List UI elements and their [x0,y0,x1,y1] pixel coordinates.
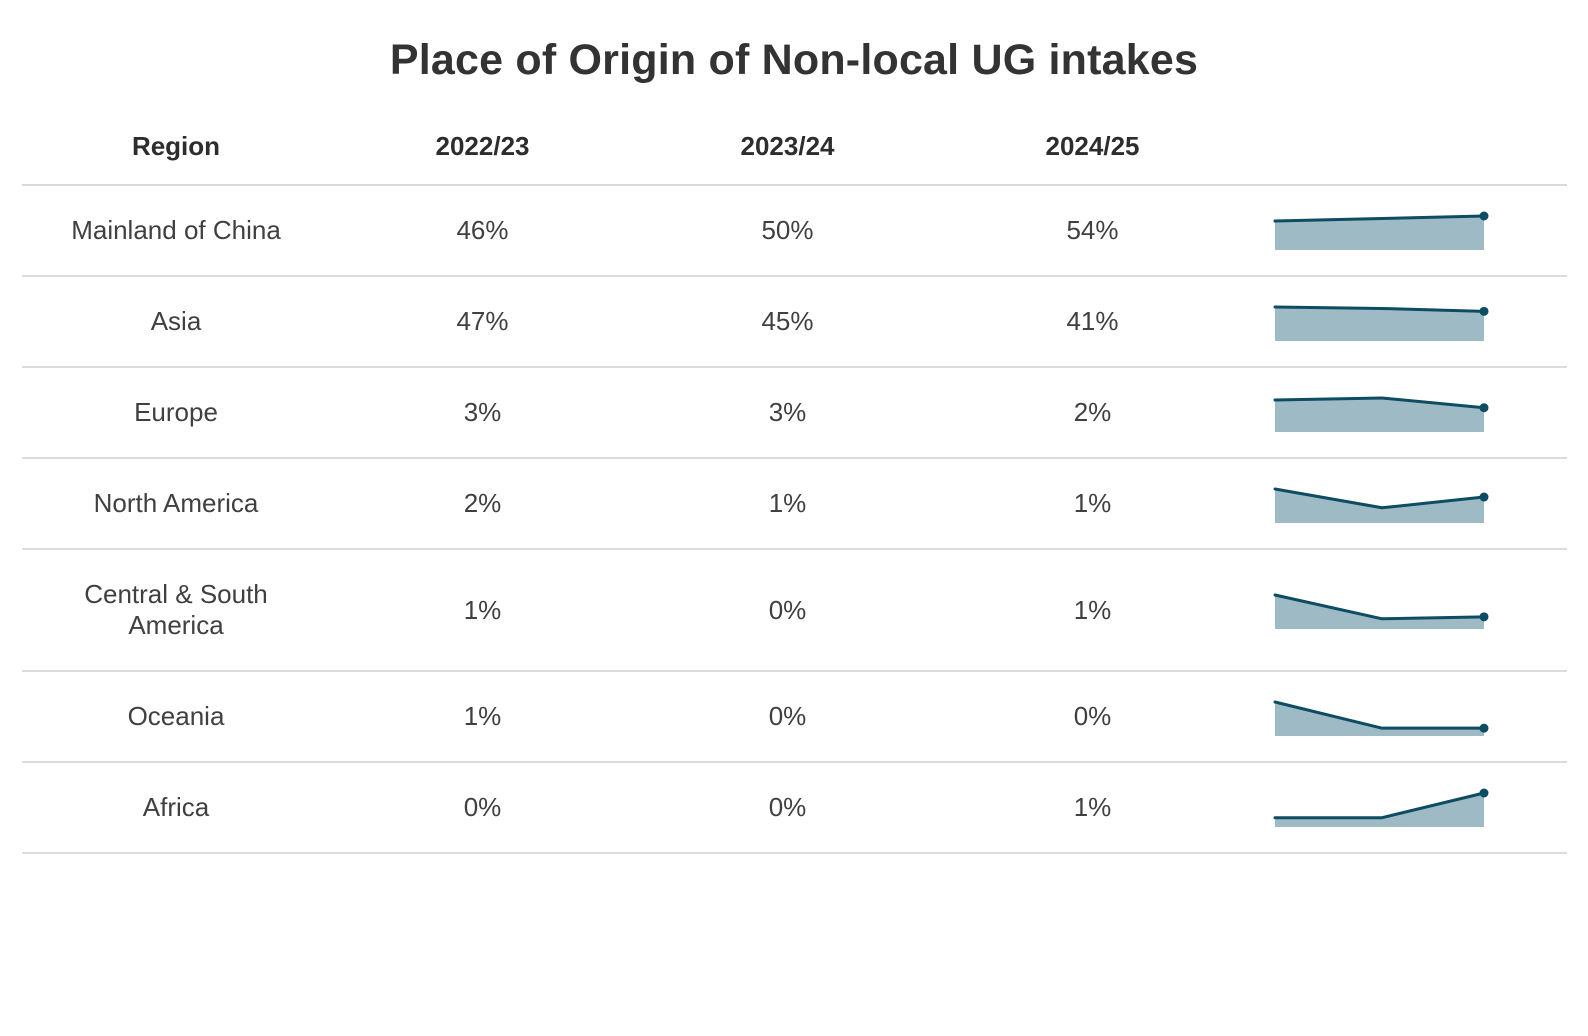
value-2022-23: 2% [463,488,502,518]
table-row: North America 2% 1% 1% [22,459,1567,550]
sparkline-endpoint-dot [1479,788,1489,797]
sparkline-area [1275,306,1484,341]
table-row: Asia 47% 45% 41% [22,277,1567,368]
table-header-row: Region 2022/23 2023/24 2024/25 [22,113,1567,186]
sparkline-line [1273,396,1486,409]
sparkline-chart [1245,375,1567,451]
sparkline-svg [1273,305,1489,341]
sparkline-endpoint-dot [1479,492,1489,502]
value-2022-23: 47% [456,306,509,336]
value-2024-25: 1% [1073,594,1112,625]
value-2023-24: 1% [768,488,807,518]
sparkline-chart [1245,466,1567,542]
sparkline-line [1273,214,1486,223]
region-label: Africa [142,792,210,822]
region-label: Mainland of China [71,215,281,245]
value-2023-24: 50% [761,215,814,245]
column-header-2024-25: 2024/25 [1045,131,1140,161]
value-2023-24: 45% [761,306,814,336]
region-label: Europe [134,397,218,427]
value-2022-23: 46% [456,215,509,245]
value-2022-23: 3% [463,397,502,427]
sparkline-line [1273,305,1486,313]
value-2024-25: 41% [1066,306,1119,336]
sparkline-svg [1273,700,1489,736]
sparkline-svg [1273,211,1489,250]
value-2023-24: 0% [768,792,807,822]
sparkline-endpoint-dot [1479,306,1489,316]
sparkline-svg [1273,788,1489,827]
region-label: North America [93,488,259,518]
intake-table: Region 2022/23 2023/24 2024/25 Mainland … [22,113,1567,854]
table-row: Mainland of China 46% 50% 54% [22,186,1567,277]
sparkline-area [1275,595,1484,629]
sparkline-area [1275,488,1484,523]
column-header-sparkline [1245,135,1567,163]
sparkline-svg [1273,396,1489,432]
sparkline-endpoint-dot [1479,723,1489,733]
sparkline-line [1273,700,1486,730]
value-2023-24: 0% [768,594,807,625]
value-2023-24: 3% [768,397,807,427]
sparkline-line [1273,593,1486,621]
sparkline-svg [1273,487,1489,523]
value-2024-25: 54% [1066,215,1119,245]
column-header-2022-23: 2022/23 [435,131,530,161]
sparkline-endpoint-dot [1479,612,1489,622]
sparkline-area [1275,215,1484,250]
column-header-region: Region [131,131,221,161]
table-body: Mainland of China 46% 50% 54% Asia 47% 4… [22,186,1567,854]
value-2022-23: 0% [463,792,502,822]
column-header-2023-24: 2023/24 [740,131,835,161]
sparkline-endpoint-dot [1479,211,1489,220]
sparkline-svg [1273,593,1489,629]
sparkline-area [1275,792,1484,827]
value-2024-25: 1% [1073,488,1112,518]
sparkline-chart [1245,572,1567,648]
value-2024-25: 1% [1073,792,1112,822]
value-2023-24: 0% [768,701,807,731]
value-2022-23: 1% [463,701,502,731]
value-2024-25: 2% [1073,397,1112,427]
sparkline-chart [1245,193,1567,269]
value-2024-25: 0% [1073,701,1112,731]
region-label: Central & South America [84,579,268,640]
sparkline-chart [1245,770,1567,846]
value-2022-23: 1% [463,594,502,625]
sparkline-line [1273,487,1486,509]
page-title: Place of Origin of Non-local UG intakes [389,36,1199,84]
table-row: Oceania 1% 0% 0% [22,672,1567,763]
sparkline-area [1275,701,1484,736]
sparkline-chart [1245,284,1567,360]
region-label: Asia [150,306,202,336]
table-row: Central & South America 1% 0% 1% [22,550,1567,672]
sparkline-chart [1245,679,1567,755]
region-label: Oceania [127,701,225,731]
table-row: Europe 3% 3% 2% [22,368,1567,459]
sparkline-endpoint-dot [1479,402,1489,412]
sparkline-area [1275,397,1484,432]
table-row: Africa 0% 0% 1% [22,763,1567,854]
sparkline-line [1273,791,1486,819]
